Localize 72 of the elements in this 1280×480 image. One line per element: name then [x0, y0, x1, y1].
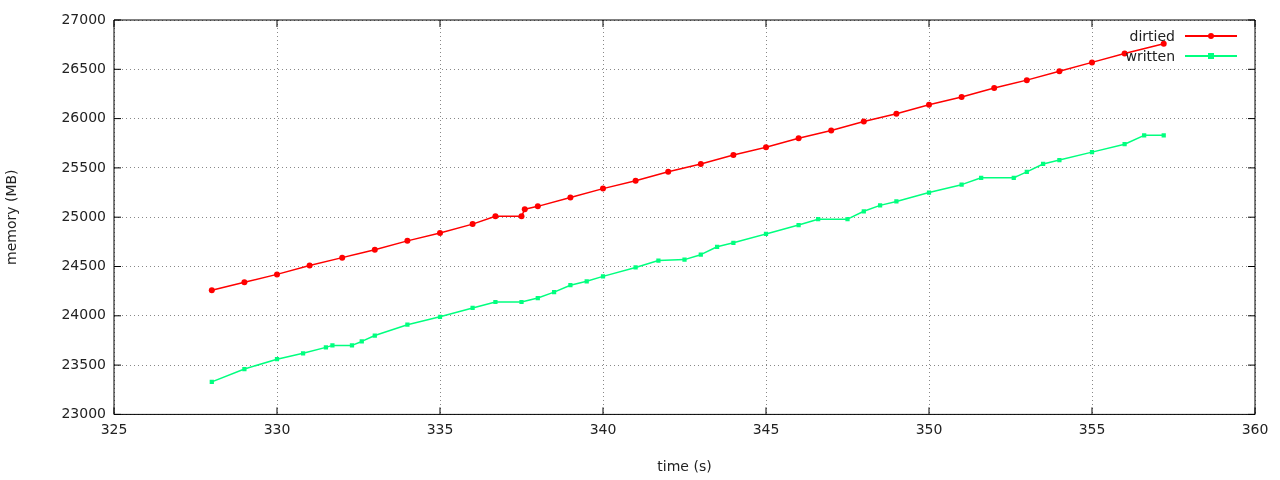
x-tick-label: 335 — [426, 421, 454, 438]
point — [991, 85, 998, 92]
point — [926, 190, 932, 195]
y-tick-label: 25000 — [61, 207, 106, 224]
point — [242, 366, 247, 372]
point — [330, 343, 335, 348]
point — [828, 127, 835, 134]
point — [958, 93, 965, 100]
y-tick-label: 24500 — [61, 257, 106, 274]
y-tick-label: 24000 — [61, 306, 106, 323]
point — [682, 257, 687, 262]
point — [349, 343, 355, 348]
y-tick-label: 27000 — [61, 10, 106, 27]
point — [493, 299, 498, 305]
point — [241, 279, 248, 286]
point — [860, 118, 867, 125]
x-tick-label: 330 — [263, 421, 291, 438]
point — [600, 185, 606, 192]
point — [1089, 59, 1095, 66]
point — [665, 168, 672, 175]
point — [1056, 68, 1063, 75]
y-tick-label: 23500 — [61, 355, 106, 372]
point — [926, 101, 932, 108]
point — [372, 333, 377, 338]
point — [795, 135, 802, 142]
point — [492, 213, 499, 220]
point — [469, 221, 476, 228]
point — [405, 322, 410, 327]
legend-label: written — [1125, 48, 1175, 64]
point — [274, 271, 280, 278]
point — [632, 177, 639, 184]
point — [208, 287, 215, 294]
point — [730, 152, 737, 159]
x-tick-label: 340 — [589, 421, 617, 438]
point — [959, 182, 964, 187]
point — [894, 199, 899, 204]
point — [359, 339, 364, 344]
point — [568, 283, 573, 288]
y-axis-title: memory (MB) — [3, 169, 20, 265]
point — [567, 194, 574, 201]
point — [633, 265, 638, 270]
point — [339, 254, 346, 261]
point — [1122, 142, 1127, 147]
point — [371, 246, 378, 253]
x-tick-label: 345 — [752, 421, 780, 438]
point — [731, 240, 736, 245]
point — [1023, 77, 1030, 84]
point — [404, 237, 411, 244]
y-tick-label: 23000 — [61, 405, 106, 422]
point — [306, 262, 313, 269]
legend-label: dirtied — [1129, 28, 1175, 44]
y-tick-label: 25500 — [61, 158, 106, 175]
x-tick-label: 350 — [915, 421, 943, 438]
point — [893, 110, 900, 117]
y-tick-label: 26500 — [61, 59, 106, 76]
point — [521, 206, 528, 213]
point — [763, 144, 769, 151]
x-axis-title: time (s) — [657, 458, 712, 475]
point — [796, 222, 801, 228]
point — [470, 305, 475, 311]
point — [437, 229, 443, 236]
point — [845, 217, 850, 222]
point — [519, 299, 524, 305]
x-tick-label: 355 — [1078, 421, 1106, 438]
point — [1057, 157, 1062, 163]
point — [518, 213, 525, 220]
y-tick-label: 26000 — [61, 109, 106, 126]
point — [697, 160, 704, 167]
x-tick-label: 360 — [1241, 421, 1269, 438]
point — [656, 258, 661, 263]
point — [534, 203, 541, 210]
x-tick-label: 325 — [100, 421, 128, 438]
